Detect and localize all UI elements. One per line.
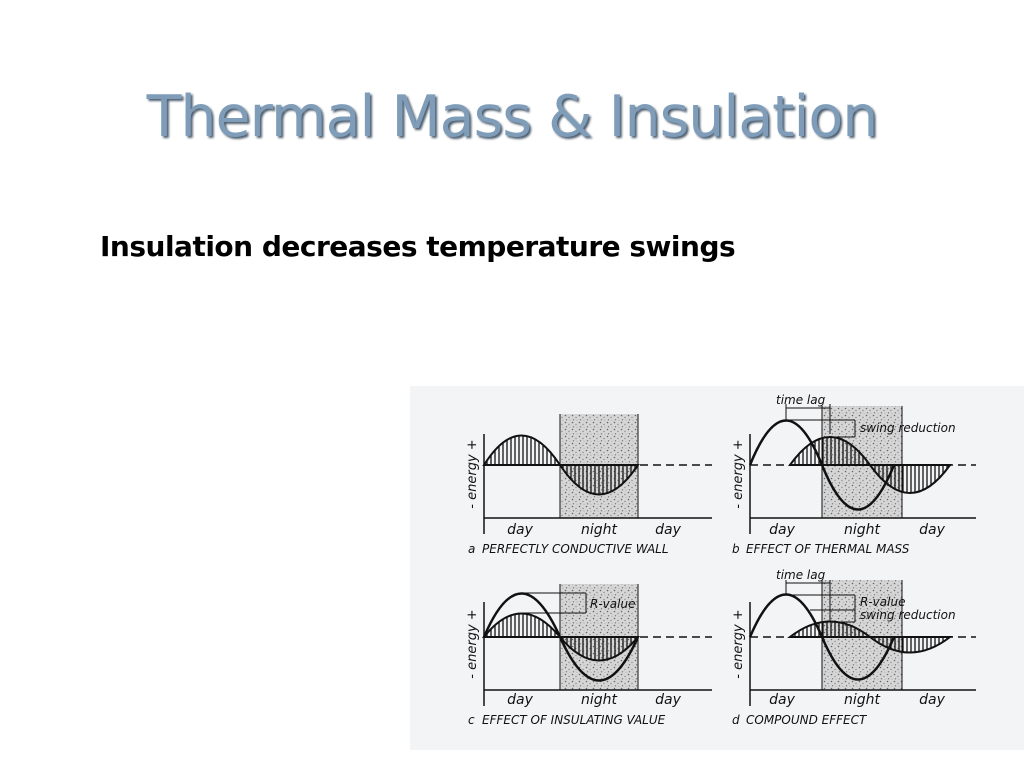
panel-caption: EFFECT OF THERMAL MASS — [746, 542, 910, 556]
panel-b: time lag swing reduction - energy + day … — [731, 393, 976, 556]
swing-reduction-label: swing reduction — [860, 608, 956, 622]
night-label: night — [844, 692, 881, 708]
day-label: day — [769, 692, 795, 708]
slide-subtitle: Insulation decreases temperature swings — [100, 230, 736, 263]
panel-a: - energy + day night day a PERFECTLY CON… — [465, 414, 712, 556]
day-label: day — [769, 522, 795, 538]
slide-title: Thermal Mass & Insulation — [146, 84, 879, 150]
night-label: night — [844, 522, 881, 538]
day-label: day — [655, 522, 681, 538]
day-label: day — [919, 692, 945, 708]
panel-caption: EFFECT OF INSULATING VALUE — [482, 713, 666, 727]
panel-letter: b — [732, 542, 740, 556]
panel-letter: a — [468, 542, 475, 556]
energy-axis-label: - energy + — [465, 439, 480, 508]
panel-letter: c — [468, 713, 475, 727]
thermal-diagram-figure: - energy + day night day a PERFECTLY CON… — [410, 386, 1024, 750]
energy-gain-area — [482, 434, 562, 466]
panel-c: R-value - energy + day night day c EFFEC… — [465, 584, 712, 727]
time-lag-label: time lag — [776, 568, 826, 582]
r-value-label: R-value — [860, 595, 905, 609]
energy-axis-label: - energy + — [731, 609, 746, 678]
panel-caption: PERFECTLY CONDUCTIVE WALL — [482, 542, 669, 556]
night-label: night — [581, 522, 618, 538]
panel-d: time lag R-value swing reduction - energ… — [731, 568, 976, 727]
day-label: day — [507, 522, 533, 538]
energy-axis-label: - energy + — [731, 439, 746, 508]
day-label: day — [919, 522, 945, 538]
day-label: day — [507, 692, 533, 708]
panel-caption: COMPOUND EFFECT — [746, 713, 868, 727]
energy-axis-label: - energy + — [465, 609, 480, 678]
r-value-label: R-value — [590, 597, 635, 611]
day-label: day — [655, 692, 681, 708]
panel-letter: d — [732, 713, 740, 727]
swing-reduction-label: swing reduction — [860, 421, 956, 435]
time-lag-label: time lag — [776, 393, 826, 407]
night-label: night — [581, 692, 618, 708]
energy-loss-area — [558, 464, 640, 496]
